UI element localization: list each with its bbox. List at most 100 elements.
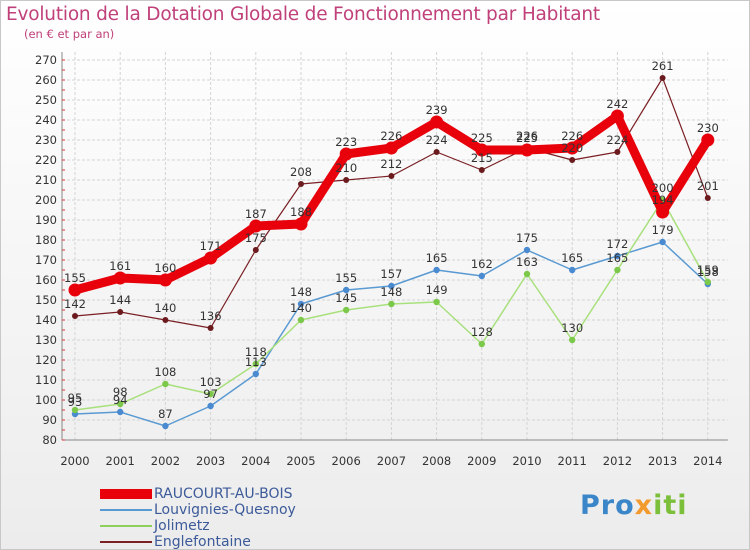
legend-label: RAUCOURT-AU-BOIS	[154, 486, 293, 502]
y-tick-label: 260	[35, 73, 57, 87]
data-point-raucourt-au-bois	[68, 283, 82, 297]
data-label: 165	[561, 251, 583, 265]
data-label: 157	[380, 267, 402, 281]
data-label: 130	[561, 321, 583, 335]
data-point-louvignies-quesnoy	[614, 252, 621, 260]
data-point-englefontaine	[478, 167, 485, 173]
data-label: 148	[380, 285, 402, 299]
data-label: 163	[516, 255, 538, 269]
y-tick-label: 130	[35, 333, 57, 347]
data-label: 97	[203, 387, 218, 401]
x-tick-label: 2009	[467, 454, 496, 468]
y-tick-label: 90	[42, 413, 57, 427]
x-tick-label: 2002	[151, 454, 180, 468]
data-label: 93	[68, 395, 83, 409]
data-label: 144	[109, 293, 131, 307]
data-point-jolimetz	[297, 316, 305, 324]
data-point-raucourt-au-bois	[113, 271, 127, 285]
data-label: 118	[245, 345, 267, 359]
y-tick-label: 100	[35, 393, 57, 407]
y-tick-label: 180	[35, 233, 57, 247]
data-label: 98	[113, 385, 128, 399]
data-point-louvignies-quesnoy	[252, 370, 259, 378]
data-point-jolimetz	[614, 266, 621, 274]
data-point-raucourt-au-bois	[294, 217, 308, 231]
data-point-englefontaine	[252, 247, 259, 253]
data-label: 108	[154, 365, 176, 379]
data-point-englefontaine	[72, 313, 78, 319]
data-label: 261	[652, 59, 674, 73]
data-label: 113	[245, 355, 267, 369]
logo-text-3: iti	[653, 490, 688, 521]
data-label: 224	[606, 133, 628, 147]
chart-subtitle: (en € et par an)	[24, 27, 115, 41]
data-point-englefontaine	[162, 317, 169, 323]
data-label: 225	[516, 131, 538, 145]
y-tick-label: 270	[35, 53, 57, 67]
data-point-raucourt-au-bois	[384, 141, 398, 155]
logo-text-1: Pro	[580, 490, 635, 521]
data-label: 200	[652, 181, 674, 195]
logo-text-2: x	[634, 490, 654, 521]
data-label: 158	[697, 265, 719, 279]
data-point-louvignies-quesnoy	[478, 272, 485, 280]
data-point-raucourt-au-bois	[475, 143, 489, 157]
data-point-raucourt-au-bois	[520, 143, 534, 157]
x-tick-label: 2004	[241, 454, 270, 468]
data-point-jolimetz	[117, 400, 124, 408]
data-point-jolimetz	[704, 278, 711, 286]
x-tick-label: 2014	[693, 454, 722, 468]
data-label: 94	[113, 393, 128, 407]
data-point-louvignies-quesnoy	[117, 408, 124, 416]
data-point-jolimetz	[433, 298, 440, 306]
data-label: 155	[64, 271, 86, 285]
data-point-louvignies-quesnoy	[343, 286, 350, 294]
x-tick-label: 2011	[558, 454, 587, 468]
x-tick-label: 2005	[286, 454, 315, 468]
proxiti-logo: Proxiti	[580, 490, 688, 521]
data-label: 162	[471, 257, 493, 271]
y-tick-label: 250	[35, 93, 57, 107]
data-label: 128	[471, 325, 493, 339]
y-tick-label: 170	[35, 253, 57, 267]
y-tick-label: 150	[35, 293, 57, 307]
data-label: 226	[516, 129, 538, 143]
data-point-englefontaine	[207, 325, 214, 331]
x-tick-label: 2012	[603, 454, 632, 468]
data-label: 188	[290, 205, 312, 219]
data-label: 175	[245, 231, 267, 245]
y-tick-label: 210	[35, 173, 57, 187]
data-label: 194	[652, 193, 674, 207]
data-label: 140	[290, 301, 312, 315]
data-point-louvignies-quesnoy	[297, 300, 305, 308]
data-label: 239	[426, 103, 448, 117]
data-point-jolimetz	[252, 360, 259, 368]
data-point-jolimetz	[478, 340, 485, 348]
x-tick-label: 2006	[332, 454, 361, 468]
data-label: 165	[426, 251, 448, 265]
data-point-jolimetz	[207, 390, 214, 398]
data-label: 226	[561, 129, 583, 143]
data-point-raucourt-au-bois	[204, 251, 218, 265]
y-tick-label: 120	[35, 353, 57, 367]
data-label: 136	[200, 309, 222, 323]
data-point-englefontaine	[388, 173, 395, 179]
data-point-jolimetz	[388, 300, 395, 308]
y-tick-label: 230	[35, 133, 57, 147]
data-point-raucourt-au-bois	[339, 147, 353, 161]
data-point-raucourt-au-bois	[565, 141, 579, 155]
data-point-louvignies-quesnoy	[388, 282, 395, 290]
data-point-louvignies-quesnoy	[207, 402, 214, 410]
data-label: 103	[200, 375, 222, 389]
legend-swatch	[100, 489, 152, 499]
x-tick-label: 2008	[422, 454, 451, 468]
y-tick-label: 220	[35, 153, 57, 167]
data-point-englefontaine	[433, 149, 440, 155]
data-label: 161	[109, 259, 131, 273]
data-label: 140	[154, 301, 176, 315]
data-label: 95	[68, 391, 83, 405]
data-label: 224	[426, 133, 448, 147]
legend-label: Jolimetz	[154, 518, 210, 534]
x-tick-label: 2000	[60, 454, 89, 468]
data-label: 226	[380, 129, 402, 143]
